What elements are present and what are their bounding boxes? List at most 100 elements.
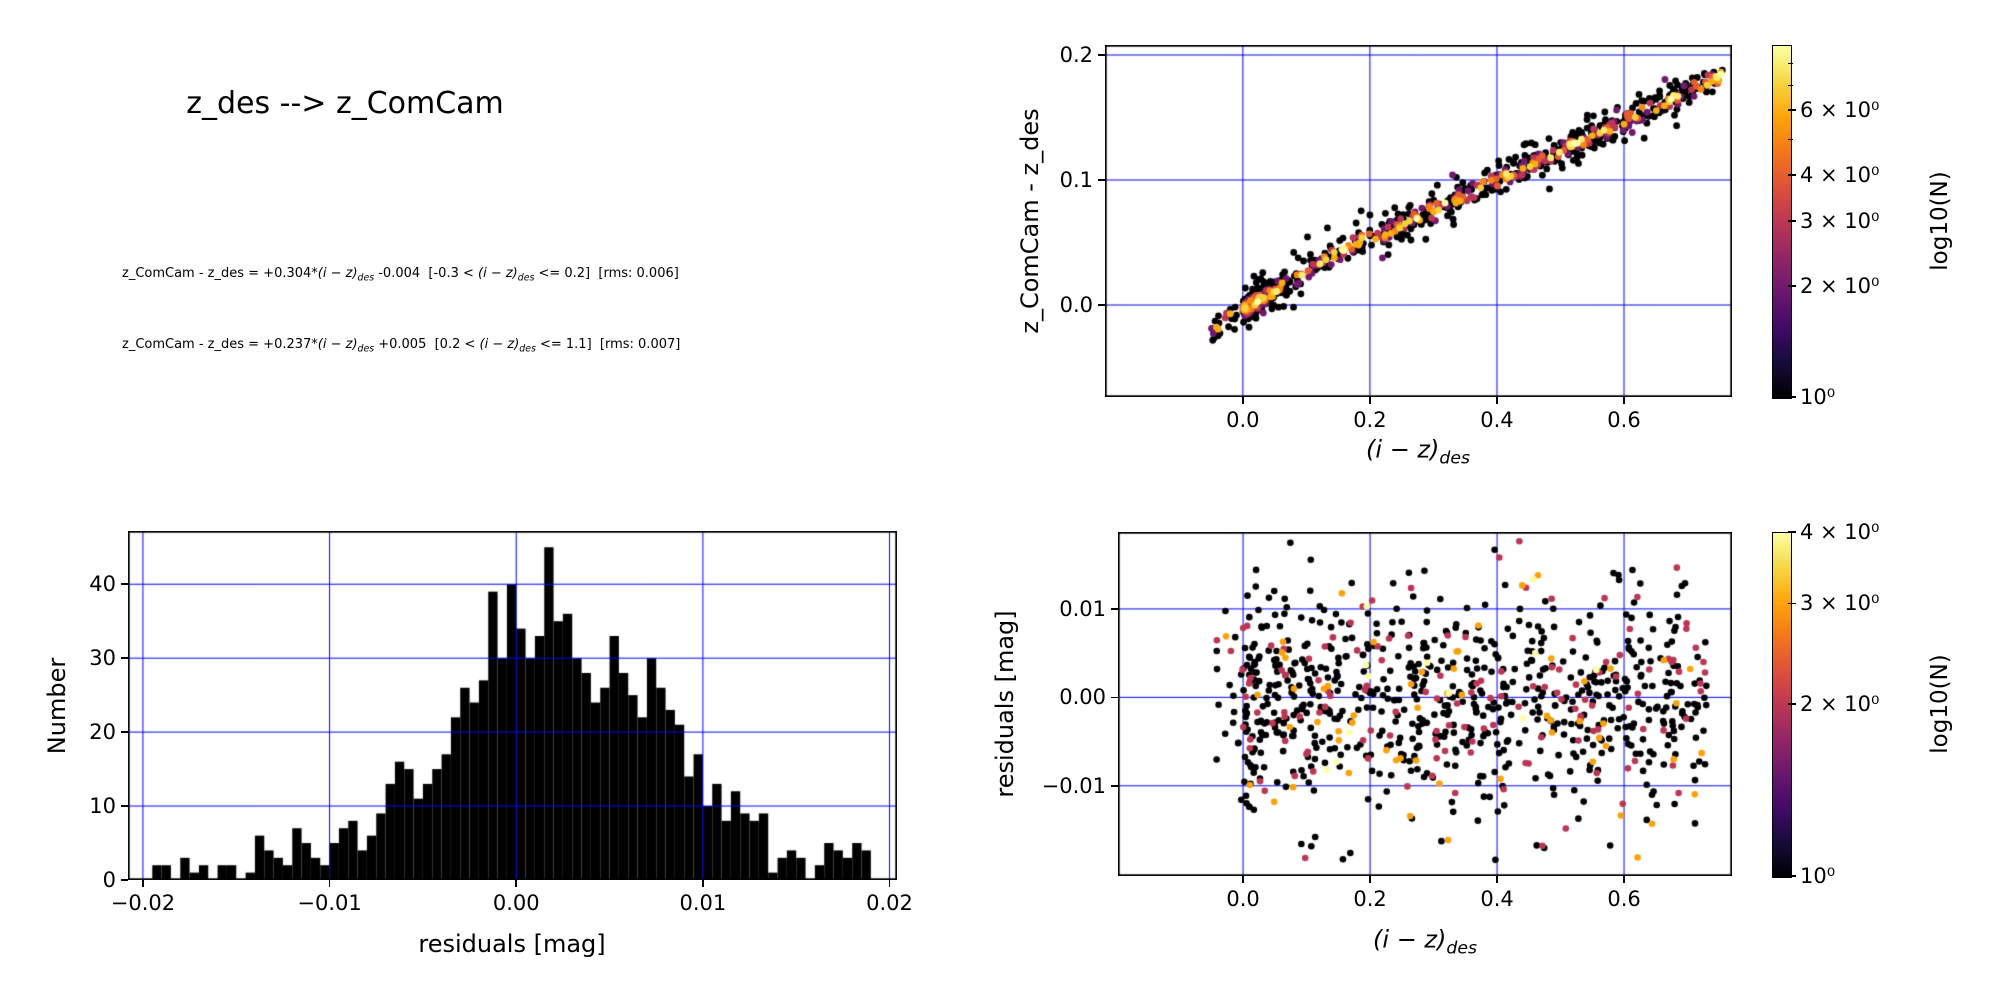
y-tick-mark [1098, 54, 1105, 56]
fit-equation-2: z_ComCam - z_des = +0.237*(i − z)des +0.… [122, 334, 680, 361]
relation-ylabel: z_ComCam - z_des [1016, 108, 1044, 334]
y-tick-mark [1111, 608, 1118, 610]
colorbar-tick-mark [1788, 396, 1796, 398]
x-tick-label: −0.01 [297, 891, 362, 915]
equation-text: <= 0.2] [rms: 0.006] [534, 266, 679, 281]
x-tick-mark [142, 880, 144, 887]
x-tick-mark [1242, 397, 1244, 404]
x-tick-label: 0.02 [866, 891, 913, 915]
x-tick-label: 0.6 [1607, 408, 1641, 432]
x-tick-label: 0.4 [1480, 887, 1514, 911]
y-tick-label: 0.1 [1059, 168, 1093, 192]
fit-equation-1: z_ComCam - z_des = +0.304*(i − z)des -0.… [122, 263, 680, 290]
relation-xlabel: (i − z)des [1366, 436, 1470, 469]
residuals-histogram-canvas [128, 531, 897, 880]
relation-xlabel-sub: des [1439, 448, 1470, 469]
equation-subscript: des [519, 343, 536, 355]
x-tick-label: 0.00 [492, 891, 540, 915]
colorbar-tick-label: 3 × 10⁰ [1800, 591, 1880, 616]
residuals-xlabel: (i − z)des [1373, 926, 1477, 959]
equation-text: +0.005 [0.2 < [374, 336, 480, 352]
color-term-scatter-canvas [1105, 45, 1732, 397]
residuals-xlabel-math: (i − z) [1373, 925, 1447, 954]
x-tick-label: −0.02 [110, 891, 176, 915]
residuals-xlabel-sub: des [1446, 938, 1477, 959]
y-tick-label: 10 [89, 794, 116, 819]
y-tick-label: 0.00 [1059, 685, 1106, 710]
x-tick-label: 0.4 [1480, 408, 1514, 432]
x-tick-mark [328, 880, 331, 887]
x-tick-mark [1623, 397, 1625, 404]
y-tick-label: 0.0 [1059, 293, 1093, 317]
histogram-xlabel: residuals [mag] [418, 930, 606, 958]
y-tick-mark [121, 583, 128, 586]
colorbar-tick-label: 10⁰ [1800, 385, 1836, 409]
colorbar-tick-mark [1788, 602, 1796, 605]
y-tick-label: 30 [89, 646, 116, 671]
y-tick-label: 0.01 [1059, 596, 1106, 621]
y-tick-label: −0.01 [1041, 773, 1106, 798]
residuals-vs-color-scatter-colorbar [1772, 532, 1792, 878]
x-tick-label: 0.2 [1353, 408, 1387, 432]
equation-math-term: (i − z) [479, 336, 520, 352]
equation-text: z_ComCam - z_des = +0.237* [122, 336, 318, 352]
colorbar-tick-label: 6 × 10⁰ [1800, 97, 1880, 122]
colorbar-tick-mark [1788, 220, 1796, 222]
colorbar-tick-label: 3 × 10⁰ [1800, 209, 1880, 233]
y-tick-label: 0 [102, 868, 116, 892]
y-tick-label: 20 [89, 720, 116, 745]
equation-text: <= 1.1] [rms: 0.007] [535, 336, 681, 352]
colorbar-tick-label: 10⁰ [1800, 864, 1836, 888]
equation-subscript: des [357, 272, 375, 284]
colorbar-tick-mark [1788, 703, 1796, 705]
colorbar-tick-mark [1788, 174, 1796, 176]
x-tick-label: 0.0 [1226, 408, 1260, 432]
y-tick-mark [121, 879, 128, 881]
y-tick-label: 40 [89, 572, 116, 597]
x-tick-label: 0.6 [1607, 887, 1641, 911]
relation-colorbar-label: log10(N) [1927, 171, 1953, 271]
x-tick-mark [1496, 397, 1498, 404]
x-tick-label: 0.2 [1353, 887, 1387, 911]
equation-text: -0.004 [-0.3 < [374, 266, 479, 281]
equation-text: z_ComCam - z_des = +0.304* [122, 266, 318, 281]
x-tick-label: 0.0 [1226, 887, 1260, 911]
colorbar-tick-mark [1788, 109, 1796, 111]
relation-xlabel-math: (i − z) [1366, 435, 1440, 464]
x-tick-mark [888, 880, 891, 887]
y-tick-mark [121, 731, 128, 733]
x-tick-mark [1496, 876, 1498, 883]
residuals-ylabel: residuals [mag] [991, 610, 1019, 798]
colorbar-tick-label: 2 × 10⁰ [1800, 273, 1880, 298]
x-tick-label: 0.01 [679, 891, 727, 915]
y-tick-mark [121, 805, 128, 807]
colorbar-tick-mark [1788, 531, 1796, 533]
color-term-scatter-colorbar [1772, 45, 1792, 399]
x-tick-mark [1623, 876, 1625, 883]
colorbar-minor-tick-mark [1788, 84, 1793, 86]
panel-title: z_des --> z_ComCam [186, 86, 504, 121]
equation-math-term: (i − z) [317, 336, 358, 352]
fit-equations: z_ComCam - z_des = +0.304*(i − z)des -0.… [122, 219, 680, 404]
equation-math-term: (i − z) [317, 266, 358, 281]
y-tick-label: 0.2 [1059, 43, 1093, 67]
x-tick-mark [1369, 397, 1371, 404]
colorbar-tick-mark [1788, 285, 1796, 287]
histogram-ylabel: Number [43, 657, 71, 755]
colorbar-minor-tick-mark [1788, 63, 1793, 65]
x-tick-mark [515, 880, 518, 887]
y-tick-mark [1111, 784, 1118, 787]
colorbar-minor-tick-mark [1788, 138, 1793, 140]
colorbar-tick-label: 2 × 10⁰ [1800, 692, 1880, 716]
equation-subscript: des [357, 343, 375, 355]
y-tick-mark [1098, 179, 1105, 181]
equation-math-term: (i − z) [478, 266, 518, 281]
colorbar-tick-label: 4 × 10⁰ [1800, 162, 1880, 187]
residuals-vs-color-scatter-canvas [1118, 532, 1732, 876]
x-tick-mark [1369, 876, 1371, 883]
colorbar-tick-mark [1788, 875, 1796, 877]
y-tick-mark [1098, 304, 1105, 306]
x-tick-mark [1242, 876, 1244, 883]
x-tick-mark [702, 880, 704, 887]
